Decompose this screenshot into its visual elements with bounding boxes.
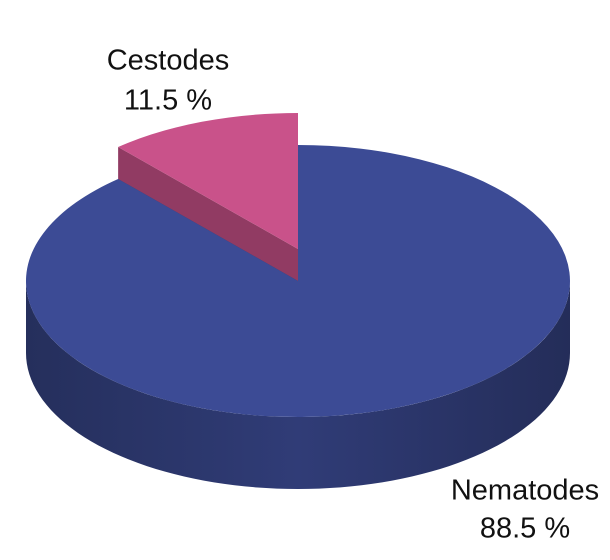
value-label: 11.5 %: [124, 85, 212, 117]
slice-label: Nematodes: [451, 475, 599, 507]
slice-top: [118, 113, 298, 249]
slice-side: [26, 281, 570, 489]
slice-top: [25, 145, 571, 417]
slice: [25, 145, 571, 489]
value-label: 88.5 %: [480, 513, 570, 545]
slice-label: Cestodes: [107, 45, 230, 77]
